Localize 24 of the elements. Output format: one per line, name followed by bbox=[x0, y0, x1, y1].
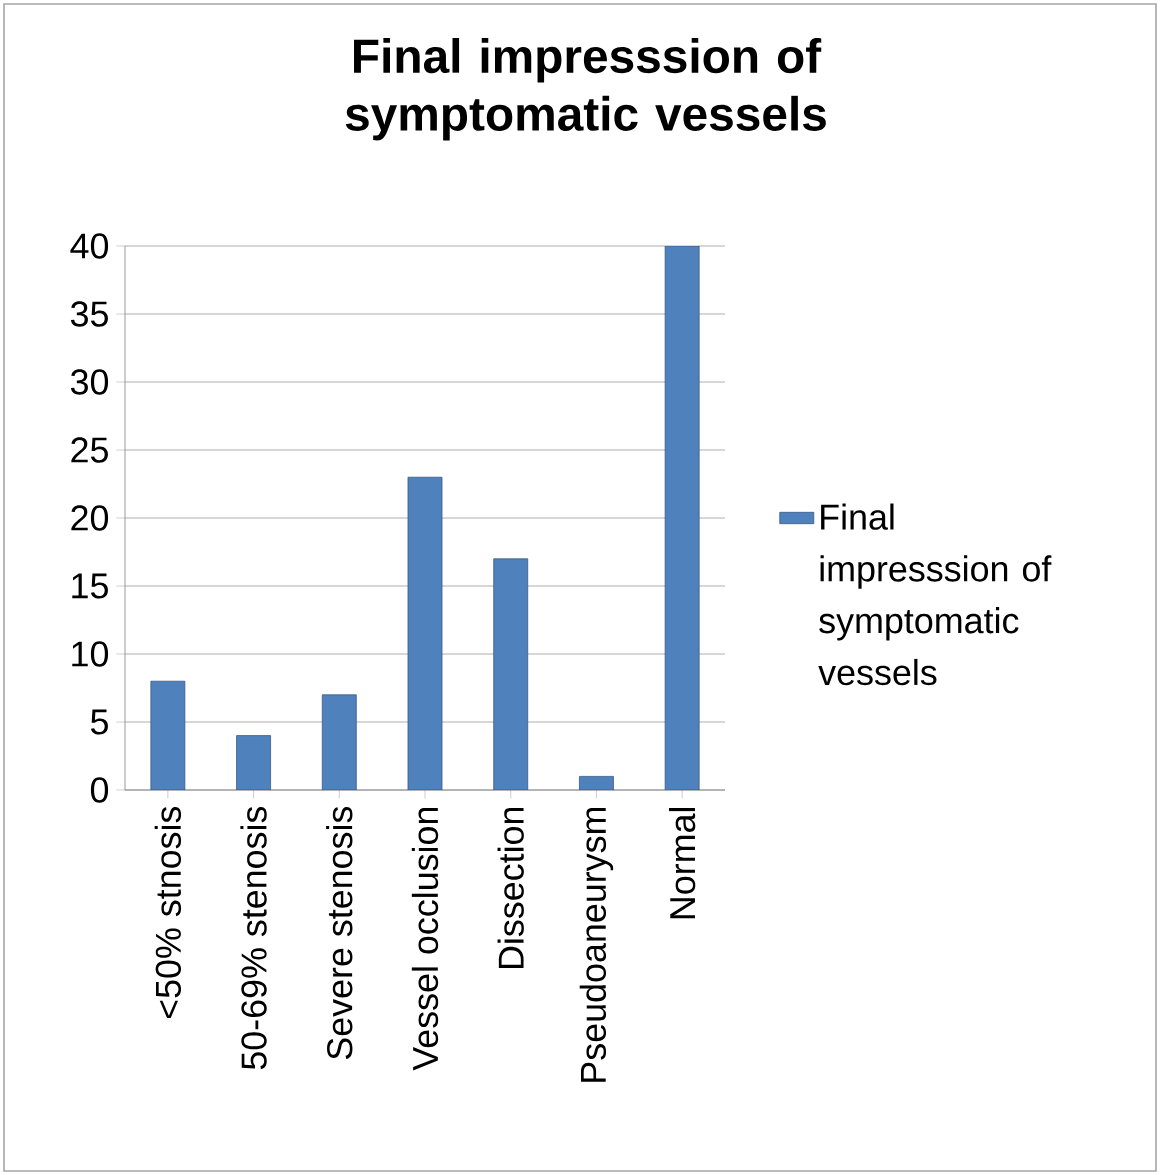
y-tick-label: 20 bbox=[71, 505, 109, 531]
x-tick-label: Severe stenosis bbox=[326, 806, 353, 1060]
y-tick-label: 35 bbox=[70, 301, 108, 327]
x-tick-label: Dissection bbox=[497, 807, 524, 969]
x-tick-label: Normal bbox=[668, 807, 696, 919]
bar bbox=[150, 680, 186, 790]
bar bbox=[493, 558, 529, 790]
legend-label: Final impresssion of symptomatic vessels bbox=[818, 503, 1052, 686]
bar bbox=[236, 735, 271, 790]
bar bbox=[321, 694, 357, 790]
y-tick-label: 40 bbox=[70, 233, 109, 259]
y-tick-label: 30 bbox=[70, 369, 109, 395]
x-tick-label: 50-69% stenosis bbox=[240, 806, 267, 1070]
y-tick-label: 25 bbox=[71, 437, 108, 463]
y-tick-label: 5 bbox=[90, 709, 108, 735]
chart-title: Final impresssion of symptomatic vessels bbox=[345, 38, 826, 141]
x-tick-label: Pseudoaneurysm bbox=[579, 807, 614, 1082]
x-tick-label: <50% stnosis bbox=[154, 806, 182, 1019]
bar bbox=[407, 476, 443, 790]
y-tick-label: 15 bbox=[72, 573, 108, 599]
x-tick-label: Vessel occlusion bbox=[411, 807, 439, 1071]
bar bbox=[664, 246, 700, 790]
y-tick-label: 0 bbox=[90, 777, 109, 803]
y-tick-label: 10 bbox=[72, 641, 109, 667]
